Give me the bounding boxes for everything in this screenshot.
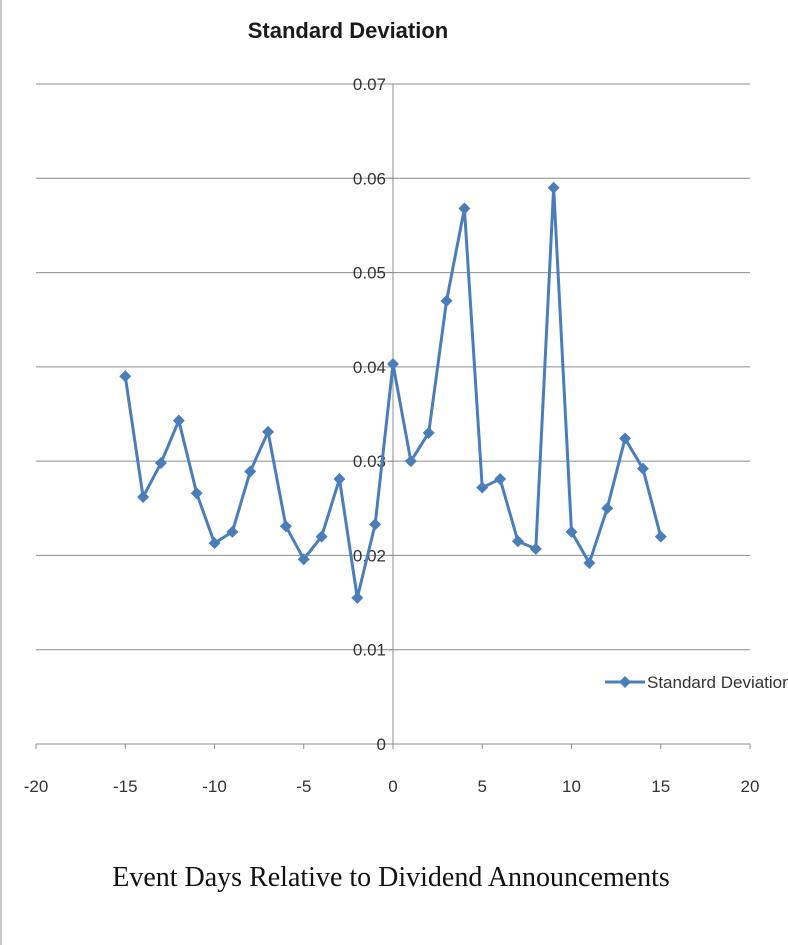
- data-point: [601, 502, 614, 515]
- x-tick-label: -20: [24, 777, 49, 796]
- data-point: [565, 525, 578, 538]
- data-point: [458, 202, 471, 215]
- x-tick-label: 10: [562, 777, 581, 796]
- x-tick-label: 20: [741, 777, 760, 796]
- data-point: [244, 465, 257, 478]
- data-point: [387, 358, 399, 371]
- data-point: [636, 462, 649, 475]
- x-tick-label: 5: [478, 777, 487, 796]
- legend: Standard Deviation: [605, 673, 788, 692]
- data-point: [476, 481, 489, 494]
- series-standard-deviation: [119, 181, 667, 604]
- data-point: [422, 426, 435, 439]
- data-point: [494, 473, 507, 486]
- data-point: [119, 370, 132, 383]
- legend-marker: [619, 676, 631, 688]
- x-tick-label: 15: [651, 777, 670, 796]
- data-point: [315, 530, 328, 543]
- data-point: [440, 294, 453, 307]
- data-point: [226, 525, 239, 538]
- data-point: [279, 520, 292, 533]
- data-point: [208, 537, 221, 550]
- data-point: [190, 487, 203, 500]
- y-tick-label: 0.02: [353, 546, 386, 565]
- x-tick-labels: -20 -15 -10 -5 0 5 10 15 20: [24, 777, 760, 796]
- x-tick-label: -15: [113, 777, 138, 796]
- data-point: [619, 432, 632, 445]
- axes: [35, 83, 751, 749]
- y-tick-labels: 0 0.01 0.02 0.03 0.04 0.05 0.06 0.07: [353, 75, 386, 754]
- data-point: [154, 457, 167, 470]
- x-tick-label: 0: [388, 777, 397, 796]
- data-point: [404, 455, 417, 468]
- y-tick-label: 0.07: [353, 75, 386, 94]
- data-point: [369, 518, 382, 531]
- data-point: [262, 425, 275, 438]
- y-tick-label: 0.04: [353, 358, 386, 377]
- x-axis-label: Event Days Relative to Dividend Announce…: [112, 862, 670, 893]
- y-tick-label: 0.01: [353, 641, 386, 660]
- data-point: [351, 591, 364, 604]
- data-point: [583, 556, 596, 569]
- data-point: [511, 535, 524, 548]
- data-point: [547, 181, 560, 194]
- y-tick-label: 0.06: [353, 169, 386, 188]
- y-tick-label: 0.03: [353, 452, 386, 471]
- y-tick-label: 0.05: [353, 264, 386, 283]
- x-tick-label: -5: [296, 777, 311, 796]
- data-point: [529, 542, 542, 555]
- legend-label: Standard Deviation: [647, 673, 788, 692]
- data-point: [297, 553, 310, 566]
- x-tick-label: -10: [202, 777, 227, 796]
- y-tick-label: 0: [377, 735, 386, 754]
- data-point: [137, 490, 150, 503]
- chart-title: Standard Deviation: [248, 18, 448, 43]
- data-point: [333, 473, 346, 486]
- data-point: [172, 414, 185, 427]
- data-point: [654, 530, 667, 543]
